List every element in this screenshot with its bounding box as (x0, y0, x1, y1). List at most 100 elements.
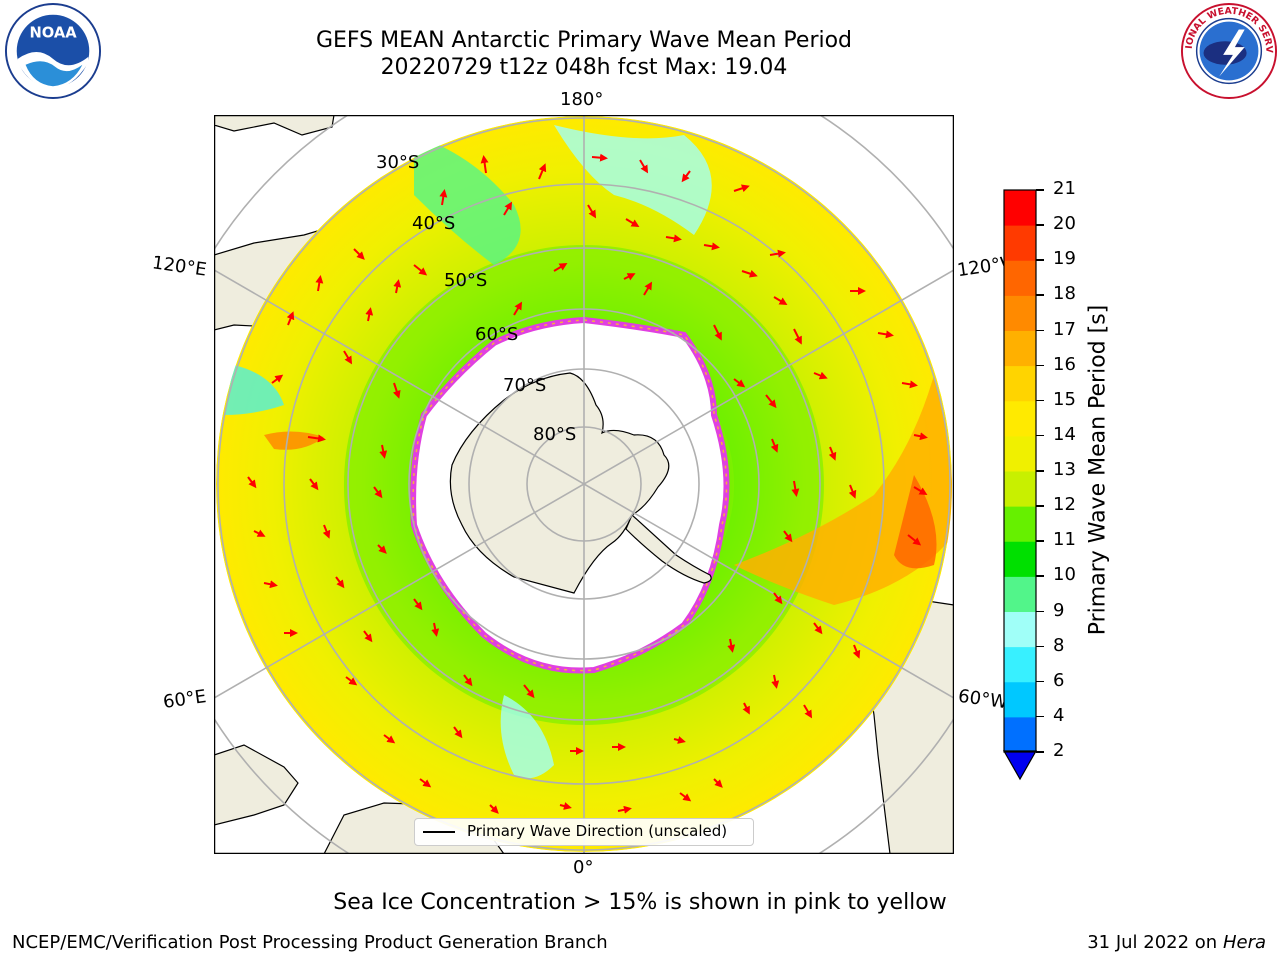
colorbar-tick-label: 13 (1053, 459, 1076, 480)
map-title: GEFS MEAN Antarctic Primary Wave Mean Pe… (315, 28, 853, 53)
colorbar-tick-mark (1036, 224, 1044, 226)
wave-arrow (773, 592, 783, 605)
wave-arrow (913, 432, 928, 441)
colorbar-tick-label: 17 (1053, 318, 1076, 340)
colorbar-tick-label: 2 (1053, 740, 1065, 761)
noaa-logo: NOAA (4, 2, 102, 100)
wave-arrow (773, 296, 788, 306)
colorbar-tick-label: 18 (1053, 283, 1076, 305)
land-antarctic-peninsula (625, 513, 712, 584)
wave-arrow (335, 576, 345, 589)
wave-arrow (379, 444, 388, 459)
wave-arrow (617, 805, 632, 814)
wave-arrow (247, 476, 257, 489)
colorbar-tick-label: 21 (1053, 178, 1076, 199)
lon-label-120e: 120°E (150, 252, 208, 281)
map-border (214, 115, 954, 854)
wave-arrow (852, 644, 861, 659)
wave-arrow (713, 324, 722, 341)
wave-arrow (431, 622, 440, 637)
colorbar-bands (1004, 190, 1036, 753)
graticule (214, 115, 954, 854)
wave-zone-cyan-tasman (554, 125, 712, 235)
nws-logo: NATIONAL WEATHER SERVICE (1180, 2, 1278, 100)
wave-arrow (770, 438, 779, 453)
wave-arrow (322, 524, 331, 539)
colorbar-band (1004, 330, 1036, 367)
colorbar-band (1004, 471, 1036, 507)
wave-arrow (769, 249, 786, 258)
map-subtitle: 20220729 t12z 048h fcst Max: 19.04 (380, 55, 788, 80)
wave-arrow (913, 486, 928, 496)
footer-date-text: 31 Jul 2022 on (1087, 932, 1223, 953)
wave-arrow (665, 234, 682, 243)
wave-arrow (503, 201, 513, 216)
wave-arrow (307, 434, 326, 443)
wave-arrow (553, 262, 568, 272)
wave-arrow (848, 484, 857, 499)
lon-label-0: 0° (573, 857, 594, 878)
colorbar-band (1004, 611, 1036, 648)
footer-host: Hera (1222, 932, 1266, 953)
colorbar-tick-label: 12 (1053, 494, 1076, 516)
wave-arrow (793, 328, 802, 345)
wave-arrow (419, 778, 432, 788)
wave-arrow (623, 273, 636, 281)
wave-arrow (383, 734, 396, 744)
colorbar-label: Primary Wave Mean Period [s] (1085, 304, 1111, 636)
colorbar-band (1004, 225, 1036, 261)
wave-arrow (877, 330, 894, 339)
wave-arrow (373, 486, 383, 499)
colorbar-band (1004, 365, 1036, 402)
wave-arrow (513, 301, 523, 316)
wave-arrow (413, 264, 428, 276)
wave-arrow (741, 269, 758, 278)
wave-arrow (742, 702, 750, 715)
colorbar-tick-mark (1036, 751, 1044, 753)
wave-zone-orange-indian (264, 431, 324, 450)
wave-arrow (363, 630, 373, 643)
wave-arrow (907, 534, 922, 546)
colorbar-band (1004, 400, 1036, 437)
wave-arrow (727, 638, 736, 653)
wave-arrow (309, 478, 319, 491)
colorbar-band (1004, 681, 1036, 718)
footer-date: 31 Jul 2022 on Hera (1087, 932, 1266, 953)
wave-arrow (353, 248, 365, 260)
colorbar-tick-mark (1036, 189, 1044, 191)
noaa-logo-text: NOAA (29, 24, 77, 41)
wave-arrow (713, 778, 723, 788)
colorbar-tick-mark (1036, 259, 1044, 261)
legend-label: Primary Wave Direction (unscaled) (467, 822, 728, 840)
wave-arrow (393, 279, 402, 294)
wave-arrow (343, 350, 353, 365)
colorbar-tick-mark (1036, 364, 1044, 367)
colorbar-tick-mark (1036, 470, 1044, 472)
wave-arrow (791, 480, 800, 497)
colorbar-tick-label: 9 (1053, 599, 1065, 621)
land-antarctica (449, 372, 670, 594)
legend-line-swatch (423, 831, 455, 833)
colorbar-band (1004, 190, 1036, 226)
wave-zone-red-drake (894, 475, 937, 569)
lon-label-180: 180° (560, 89, 604, 110)
colorbar-tick-label: 10 (1053, 564, 1076, 586)
colorbar-tick-label: 8 (1053, 634, 1065, 656)
colorbar-tick-label: 4 (1053, 704, 1065, 726)
lat-label-40s: 40°S (412, 213, 456, 234)
colorbar-tick-mark (1036, 399, 1044, 402)
colorbar-tick-label: 15 (1053, 388, 1076, 410)
wave-zone-cyan-atlantic (500, 695, 554, 779)
wave-arrow (263, 580, 278, 589)
colorbar-tick-mark (1036, 505, 1044, 507)
wave-arrow (813, 371, 828, 380)
wave-arrow (463, 674, 473, 687)
wave-arrow (453, 726, 463, 739)
lat-label-80s: 80°S (533, 424, 577, 445)
colorbar-band (1004, 541, 1036, 577)
wave-arrow (587, 204, 597, 219)
colorbar-band (1004, 295, 1036, 331)
wave-arrow (559, 802, 572, 810)
wave-arrow (783, 530, 793, 543)
lon-label-60e: 60°E (161, 686, 208, 713)
